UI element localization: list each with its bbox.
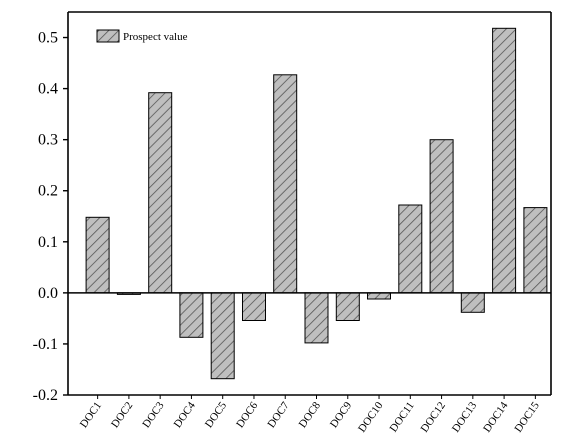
legend: Prospect value: [96, 29, 188, 43]
y-tick-label: 0.4: [38, 81, 58, 98]
y-tick-label: -0.1: [33, 336, 58, 353]
bar-doc8: [304, 292, 329, 344]
x-tick-label: DOC8: [297, 399, 324, 430]
x-tick-label: DOC11: [388, 400, 417, 435]
x-tick-label: DOC6: [234, 399, 261, 430]
bar-doc13: [460, 292, 485, 313]
x-tick-label: DOC12: [419, 400, 448, 435]
bar-doc12: [429, 139, 454, 294]
x-tick-label: DOC7: [265, 399, 292, 430]
bar-doc5: [210, 292, 235, 380]
x-tick-label: DOC4: [172, 399, 199, 430]
legend-label: Prospect value: [123, 31, 188, 43]
y-tick-label: 0.5: [38, 30, 58, 47]
bars-group: [85, 27, 548, 380]
x-tick-label: DOC14: [481, 399, 511, 434]
x-tick-label: DOC13: [450, 399, 480, 434]
y-tick-label: 0.0: [38, 285, 58, 302]
x-tick-label: DOC3: [140, 399, 167, 430]
x-tick-label: DOC1: [78, 400, 104, 430]
bar-doc10: [367, 292, 391, 300]
x-tick-label: DOC10: [356, 399, 386, 434]
bar-doc7: [273, 74, 298, 294]
axes-group: [67, 11, 552, 396]
x-tick-label: DOC9: [328, 399, 355, 430]
x-tick-label: DOC2: [109, 400, 135, 430]
y-tick-label: 0.2: [38, 183, 58, 200]
x-labels-group: DOC1 DOC2 DOC3 DOC4 DOC5 DOC6 DOC7 DOC8 DOC9 DOC1…: [78, 395, 542, 435]
bar-doc11: [398, 204, 423, 294]
y-tick-label: 0.3: [38, 132, 58, 149]
bar-doc4: [179, 292, 204, 338]
bar-doc14: [492, 27, 517, 294]
legend-swatch: [96, 29, 120, 43]
bar-doc15: [523, 207, 548, 294]
y-tick-label: -0.2: [33, 387, 58, 404]
y-ticks-group: -0.2 -0.1 0.0 0.1 0.2 0.3 0.4 0.5: [33, 30, 68, 404]
x-tick-label: DOC5: [203, 399, 230, 430]
bar-doc1: [85, 216, 110, 294]
x-tick-label: DOC15: [512, 399, 542, 434]
bar-doc6: [242, 292, 266, 321]
y-tick-label: 0.1: [38, 234, 58, 251]
bar-doc3: [148, 92, 173, 294]
bar-doc9: [335, 292, 360, 321]
